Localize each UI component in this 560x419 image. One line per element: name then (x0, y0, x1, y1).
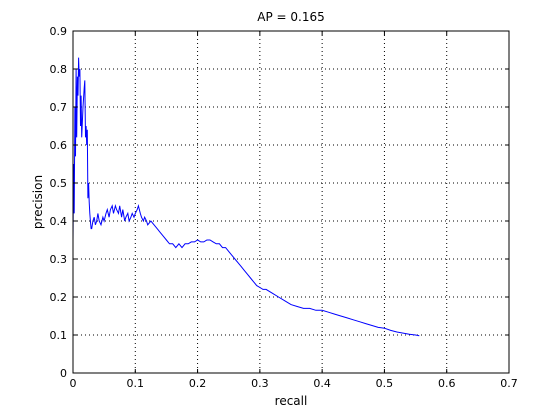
y-tick-label: 0.4 (50, 215, 68, 228)
y-tick-label: 0 (60, 367, 67, 380)
plot-area (73, 31, 509, 373)
grid-lines (73, 31, 509, 373)
y-tick-label: 0.5 (50, 177, 68, 190)
x-tick-label: 0.2 (189, 377, 207, 390)
x-tick-label: 0.3 (251, 377, 269, 390)
x-tick-label: 0.1 (127, 377, 145, 390)
y-tick-label: 0.1 (50, 329, 68, 342)
series-line (72, 57, 420, 337)
x-tick-label: 0.5 (376, 377, 394, 390)
x-tick-label: 0.4 (313, 377, 331, 390)
x-axis-label: recall (275, 394, 308, 408)
tick-marks (72, 30, 510, 374)
y-tick-label: 0.8 (50, 63, 68, 76)
plot-frame (72, 30, 510, 374)
y-tick-label: 0.6 (50, 139, 68, 152)
series-group (72, 57, 420, 337)
y-tick-label: 0.9 (50, 25, 68, 38)
y-tick-label: 0.3 (50, 253, 68, 266)
x-tick-label: 0.7 (500, 377, 518, 390)
y-tick-label: 0.7 (50, 101, 68, 114)
x-tick-label: 0.6 (438, 377, 456, 390)
y-axis-label: precision (31, 175, 45, 229)
chart-title: AP = 0.165 (257, 10, 324, 24)
y-tick-label: 0.2 (50, 291, 68, 304)
y-tick-labels: 0 0.1 0.2 0.3 0.4 0.5 0.6 0.7 0.8 0.9 (50, 25, 68, 380)
x-tick-label: 0 (70, 377, 77, 390)
x-tick-labels: 0 0.1 0.2 0.3 0.4 0.5 0.6 0.7 (70, 377, 518, 390)
